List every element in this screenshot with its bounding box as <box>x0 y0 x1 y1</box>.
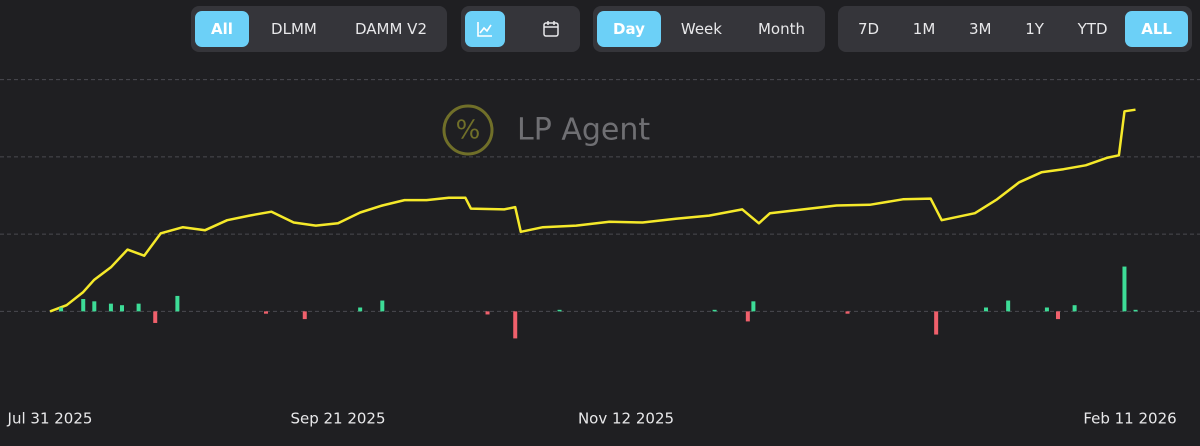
bar <box>153 311 158 323</box>
button-group: Day Week Month <box>593 6 825 52</box>
bar <box>302 311 307 320</box>
bar <box>751 301 756 312</box>
bar <box>380 300 385 312</box>
filter-button[interactable]: Week <box>680 20 722 38</box>
bar <box>1006 300 1011 312</box>
bar <box>120 305 124 312</box>
filter-button[interactable]: 3M <box>969 20 992 38</box>
bar <box>1122 266 1127 312</box>
watermark: % LP Agent <box>442 104 650 156</box>
bar <box>136 303 141 312</box>
bar <box>712 309 717 312</box>
filter-button[interactable]: YTD <box>1077 20 1108 38</box>
filter-button[interactable]: 1M <box>912 20 936 38</box>
bar <box>175 295 180 312</box>
x-tick-label: Sep 21 2025 <box>290 410 385 428</box>
bar <box>264 311 268 314</box>
filter-button[interactable]: DLMM <box>271 20 317 38</box>
line <box>49 108 1136 313</box>
bar <box>745 311 750 322</box>
chart-view-button[interactable] <box>465 11 505 47</box>
bar <box>358 307 363 312</box>
bar <box>1044 307 1049 312</box>
watermark-logo <box>442 104 494 156</box>
watermark-logo-glyph: % <box>456 116 481 146</box>
calendar-icon <box>543 21 559 37</box>
filter-button[interactable]: Month <box>757 20 805 38</box>
bar <box>934 311 939 335</box>
watermark-text: LP Agent <box>517 113 650 148</box>
filter-button[interactable]: 1Y <box>1025 20 1044 38</box>
bar <box>81 299 86 312</box>
bar <box>557 309 562 312</box>
bar <box>92 301 97 312</box>
filter-button[interactable]: All <box>195 11 249 47</box>
chart-icon <box>477 22 492 37</box>
button-group: All DLMM DAMM V2 <box>191 6 447 52</box>
bar <box>108 303 113 312</box>
bar <box>984 307 988 312</box>
bar <box>513 311 518 339</box>
calendar-view-button[interactable] <box>531 11 571 47</box>
filter-button[interactable]: 7D <box>858 20 880 38</box>
filter-button[interactable]: Day <box>597 11 661 47</box>
view-toggle <box>461 6 580 52</box>
bar <box>845 311 850 314</box>
bar <box>1072 305 1077 312</box>
bar <box>485 311 490 315</box>
filter-button[interactable]: ALL <box>1125 11 1188 47</box>
bar <box>1133 309 1138 312</box>
x-tick-label: Nov 12 2025 <box>578 410 674 428</box>
filter-button[interactable]: DAMM V2 <box>354 20 427 38</box>
button-group: 7D 1M 3M 1Y YTD ALL <box>838 6 1192 52</box>
bar <box>59 307 64 312</box>
bar <box>1056 311 1060 320</box>
x-tick-label: Jul 31 2025 <box>7 410 93 428</box>
x-tick-label: Feb 11 2026 <box>1083 410 1176 428</box>
